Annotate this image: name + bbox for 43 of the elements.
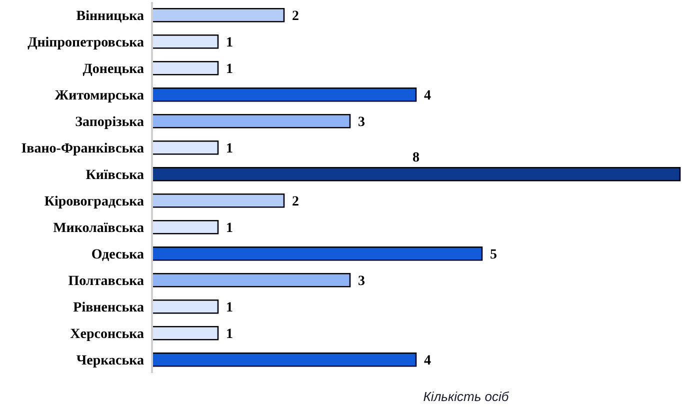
data-label: 2 <box>292 9 299 24</box>
data-label: 4 <box>424 88 431 104</box>
bar <box>151 34 219 49</box>
bar <box>151 87 417 102</box>
bar <box>151 326 219 340</box>
y-tick-label: Одеська <box>91 248 144 263</box>
bar <box>151 193 285 208</box>
data-label: 1 <box>226 327 233 342</box>
data-label: 5 <box>490 248 497 263</box>
bar <box>151 8 285 22</box>
data-label: 1 <box>226 36 233 51</box>
data-label: 8 <box>412 150 420 166</box>
y-tick-label: Рівненська <box>73 300 144 316</box>
data-label: 2 <box>292 194 299 210</box>
y-tick-label: Полтавська <box>68 274 144 290</box>
y-tick-label: Дніпропетровська <box>28 36 144 51</box>
bar <box>151 272 351 288</box>
bar <box>151 166 681 182</box>
x-axis-title: Кількість осіб <box>423 389 510 404</box>
bar <box>151 140 219 155</box>
bar <box>151 352 417 367</box>
bar <box>151 220 219 234</box>
y-tick-label: Черкаська <box>76 354 144 369</box>
y-tick-label: Донецька <box>82 62 144 78</box>
data-label: 1 <box>226 142 233 157</box>
data-label: 1 <box>226 221 233 236</box>
data-label: 3 <box>358 115 365 130</box>
bar <box>151 114 351 128</box>
y-tick-label: Херсонська <box>70 327 144 342</box>
y-tick-label: Миколаївська <box>53 221 144 236</box>
data-label: 3 <box>358 274 365 290</box>
y-tick-label: Житомирська <box>54 88 144 104</box>
data-label: 4 <box>424 354 431 369</box>
bar <box>151 60 219 76</box>
bar <box>151 246 483 261</box>
y-tick-label: Вінницька <box>76 9 144 24</box>
y-tick-label: Запорізька <box>75 115 144 130</box>
data-label: 1 <box>226 300 233 316</box>
y-tick-label: Київська <box>86 168 144 184</box>
data-label: 1 <box>226 62 233 78</box>
y-tick-label: Кіровоградська <box>44 194 144 210</box>
bar <box>151 299 219 314</box>
y-tick-label: Івано-Франківська <box>21 142 144 157</box>
